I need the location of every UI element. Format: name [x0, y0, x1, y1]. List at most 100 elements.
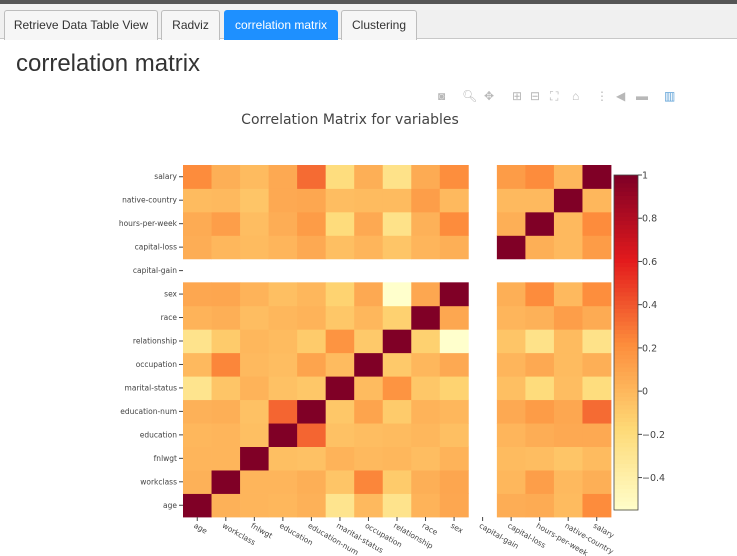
colorbar-segment: [614, 225, 638, 231]
heatmap-cell-sex-hours-per-week: [525, 282, 555, 307]
heatmap-cell-relationship-occupation: [354, 329, 384, 354]
heatmap-cell-education-num-education: [268, 399, 298, 424]
heatmap-cell-relationship-relationship: [382, 329, 412, 354]
heatmap-cell-fnlwgt-marital-status: [325, 446, 355, 471]
home-icon[interactable]: ⌂: [572, 89, 580, 103]
y-tick-label-capital-loss: capital-loss: [135, 243, 177, 252]
colorbar-segment: [614, 309, 638, 314]
colorbar-segment: [614, 183, 638, 189]
heatmap-cell-workclass-capital-loss: [496, 470, 526, 494]
heatmap-cell-occupation-education: [268, 352, 298, 377]
colorbar-segment: [614, 355, 638, 360]
colorbar-segment: [614, 422, 638, 427]
heatmap-cell-hours-per-week-race: [411, 211, 441, 236]
heatmap-cell-capital-loss-relationship: [382, 235, 412, 260]
heatmap-cell-workclass-sex: [439, 470, 469, 494]
heatmap-cell-education-num-occupation: [354, 399, 384, 424]
heatmap-cell-relationship-fnlwgt: [240, 329, 269, 354]
heatmap-cell-marital-status-native-country: [553, 376, 583, 401]
autoscale-icon[interactable]: ⛶: [550, 89, 559, 103]
y-tick-label-education-num: education-num: [120, 407, 177, 416]
colorbar-segment: [614, 430, 638, 436]
heatmap-cell-capital-loss-age: [183, 235, 212, 260]
heatmap-cell-sex-fnlwgt: [240, 282, 269, 307]
heatmap-cell-native-country-race: [411, 188, 441, 213]
heatmap-cell-workclass-education: [268, 470, 298, 494]
heatmap-cell-age-capital-loss: [496, 493, 526, 518]
colorbar-segment: [614, 489, 638, 494]
heatmap-cell-education-num-hours-per-week: [525, 399, 555, 424]
heatmap-cell-fnlwgt-relationship: [382, 446, 412, 471]
chart-title: Correlation Matrix for variables: [241, 112, 459, 128]
heatmap-cell-age-education-num: [297, 493, 327, 518]
heatmap-cell-age-education: [268, 493, 298, 518]
heatmap-cell-relationship-education-num: [297, 329, 327, 354]
colorbar-segment: [614, 254, 638, 260]
heatmap-cell-relationship-capital-loss: [496, 329, 526, 354]
tab-retrieve-data-table-view[interactable]: Retrieve Data Table View: [4, 10, 158, 40]
hover-closest-icon[interactable]: ◀: [616, 89, 626, 103]
heatmap-cell-race-workclass: [211, 305, 241, 330]
hover-compare-icon[interactable]: ▬: [636, 89, 648, 103]
heatmap-cell-native-country-hours-per-week: [525, 188, 555, 213]
heatmap-cell-hours-per-week-capital-loss: [496, 211, 526, 236]
colorbar-segment: [614, 484, 638, 490]
zoom-icon[interactable]: 🔍︎: [462, 89, 478, 103]
heatmap-cell-occupation-race: [411, 352, 441, 377]
zoom-out-icon[interactable]: ⊟: [530, 89, 541, 103]
heatmap-cell-race-education: [268, 305, 298, 330]
plotly-logo-icon[interactable]: ▥: [664, 89, 676, 103]
heatmap-cell-education-occupation: [354, 423, 384, 447]
heatmap-cell-salary-age: [183, 165, 212, 189]
y-tick-label-education: education: [140, 430, 177, 439]
heatmap-cell-native-country-fnlwgt: [240, 188, 269, 213]
colorbar-segment: [614, 501, 638, 507]
heatmap-cell-race-marital-status: [325, 305, 355, 330]
heatmap-cell-occupation-education-num: [297, 352, 327, 377]
colorbar-segment: [614, 200, 638, 205]
colorbar-segment: [614, 187, 638, 193]
heatmap-cell-race-sex: [439, 305, 469, 330]
y-tick-label-occupation: occupation: [136, 360, 178, 369]
tab-correlation-matrix[interactable]: correlation matrix: [224, 10, 338, 40]
heatmap-cell-relationship-sex: [439, 329, 469, 354]
heatmap-cell-native-country-native-country: [553, 188, 583, 213]
heatmap-cell-sex-age: [183, 282, 212, 307]
colorbar-segment: [614, 396, 638, 402]
heatmap-cell-race-race: [411, 305, 441, 330]
heatmap-cell-native-country-education: [268, 188, 298, 213]
heatmap-cell-capital-loss-education: [268, 235, 298, 260]
heatmap-cell-hours-per-week-marital-status: [325, 211, 355, 236]
heatmap-cell-race-hours-per-week: [525, 305, 555, 330]
heatmap-cell-sex-salary: [582, 282, 612, 307]
colorbar-segment: [614, 388, 638, 394]
zoom-in-icon[interactable]: ⊞: [512, 89, 523, 103]
colorbar-segment: [614, 258, 638, 264]
colorbar-segment: [614, 216, 638, 222]
heatmap-cell-salary-education-num: [297, 165, 327, 189]
tab-clustering[interactable]: Clustering: [341, 10, 417, 40]
tab-radviz[interactable]: Radviz: [161, 10, 220, 40]
heatmap-cell-capital-loss-hours-per-week: [525, 235, 555, 260]
colorbar-segment: [614, 288, 638, 293]
spike-lines-icon[interactable]: ⋮: [596, 89, 608, 103]
heatmap-cell-sex-occupation: [354, 282, 384, 307]
heatmap-cell-marital-status-fnlwgt: [240, 376, 269, 401]
heatmap-cell-fnlwgt-education-num: [297, 446, 327, 471]
pan-icon[interactable]: ✥: [484, 89, 495, 103]
heatmap-cell-hours-per-week-native-country: [553, 211, 583, 236]
colorbar-segment: [614, 271, 638, 277]
heatmap-cell-native-country-age: [183, 188, 212, 213]
camera-icon[interactable]: ◙: [438, 89, 446, 103]
heatmap-cell-education-num-marital-status: [325, 399, 355, 424]
colorbar-segment: [614, 329, 638, 335]
colorbar-segment: [614, 451, 638, 457]
heatmap-cell-hours-per-week-workclass: [211, 211, 241, 236]
heatmap-cell-workclass-fnlwgt: [240, 470, 269, 494]
window-top-bar: [0, 0, 737, 4]
colorbar-segment: [614, 367, 638, 373]
heatmap-cell-salary-fnlwgt: [240, 165, 269, 189]
heatmap-cell-native-country-marital-status: [325, 188, 355, 213]
heatmap-cell-native-country-relationship: [382, 188, 412, 213]
